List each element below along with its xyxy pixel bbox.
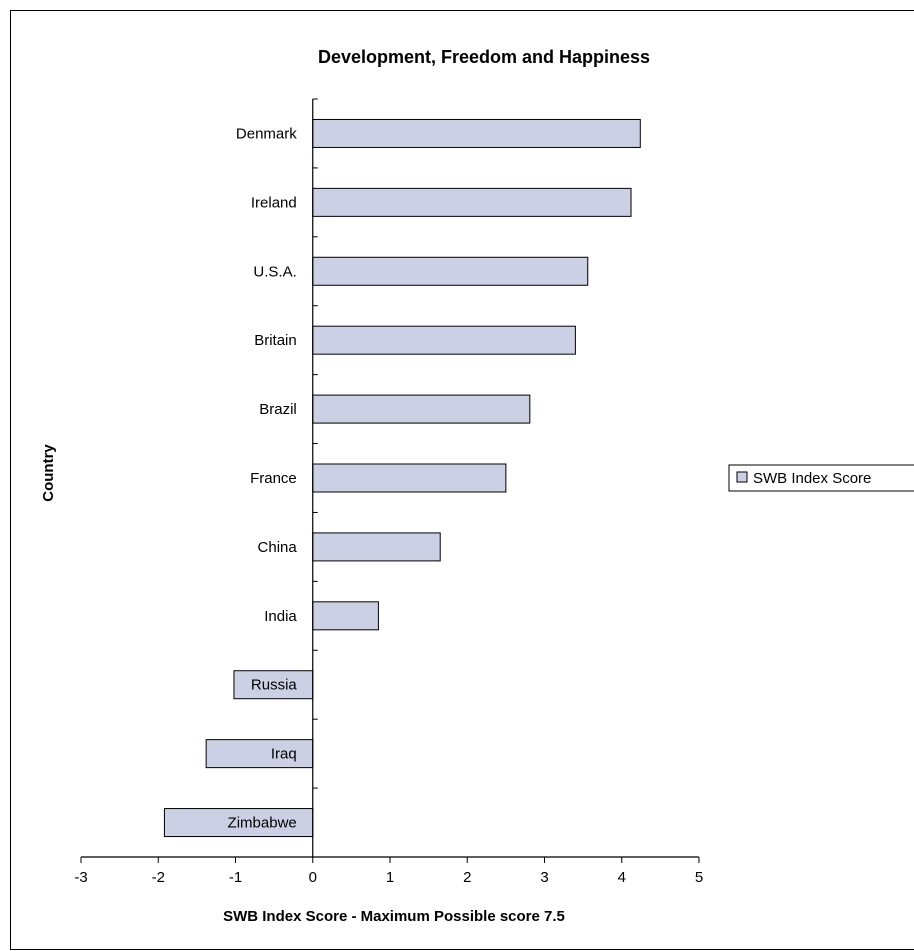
bar-france: [312, 463, 507, 493]
legend-swatch: [736, 471, 748, 483]
bar-china: [312, 532, 441, 562]
bar-brazil: [312, 394, 531, 424]
x-tick-label: 5: [695, 869, 703, 886]
x-axis-title: SWB Index Score - Maximum Possible score…: [223, 908, 565, 925]
category-label-iraq: Iraq: [271, 746, 297, 763]
labels-layer: -3 -2 -1 0 1 2 3 4 5 Denmark Ireland U.S.A. Britain B…: [74, 125, 703, 886]
category-label-ireland: Ireland: [251, 194, 297, 211]
category-label-russia: Russia: [251, 677, 298, 694]
bar-u-s-a: [312, 256, 589, 286]
bars-layer: [163, 118, 641, 838]
bar-chart: Development, Freedom and Happiness SWB I…: [40, 47, 914, 925]
x-tick-label: 2: [463, 869, 471, 886]
x-tick-label: -3: [74, 869, 87, 886]
x-tick-label: -1: [229, 869, 242, 886]
category-label-denmark: Denmark: [236, 125, 297, 142]
category-label-china: China: [258, 539, 298, 556]
category-label-france: France: [250, 470, 297, 487]
bar-britain: [312, 325, 576, 355]
bar-russia: [233, 670, 314, 700]
axes-layer: [80, 98, 700, 863]
bar-india: [312, 601, 379, 631]
legend-box: [728, 464, 914, 492]
bar-ireland: [312, 187, 632, 217]
category-label-zimbabwe: Zimbabwe: [228, 815, 297, 832]
legend-label: SWB Index Score: [753, 470, 871, 487]
y-axis-title: Country: [40, 444, 57, 502]
x-tick-label: 1: [386, 869, 394, 886]
category-label-britain: Britain: [254, 332, 297, 349]
bar-zimbabwe: [163, 808, 314, 838]
chart-title: Development, Freedom and Happiness: [318, 47, 650, 67]
bar-denmark: [312, 118, 641, 148]
bar-iraq: [205, 739, 314, 769]
x-tick-label: -2: [152, 869, 165, 886]
category-label-india: India: [264, 608, 297, 625]
x-tick-label: 4: [618, 869, 626, 886]
category-label-brazil: Brazil: [259, 401, 297, 418]
legend: SWB Index Score: [728, 464, 914, 492]
x-tick-label: 0: [309, 869, 317, 886]
x-tick-label: 3: [540, 869, 548, 886]
chart-frame: Development, Freedom and Happiness SWB I…: [10, 10, 914, 950]
category-label-u-s-a: U.S.A.: [253, 263, 296, 280]
